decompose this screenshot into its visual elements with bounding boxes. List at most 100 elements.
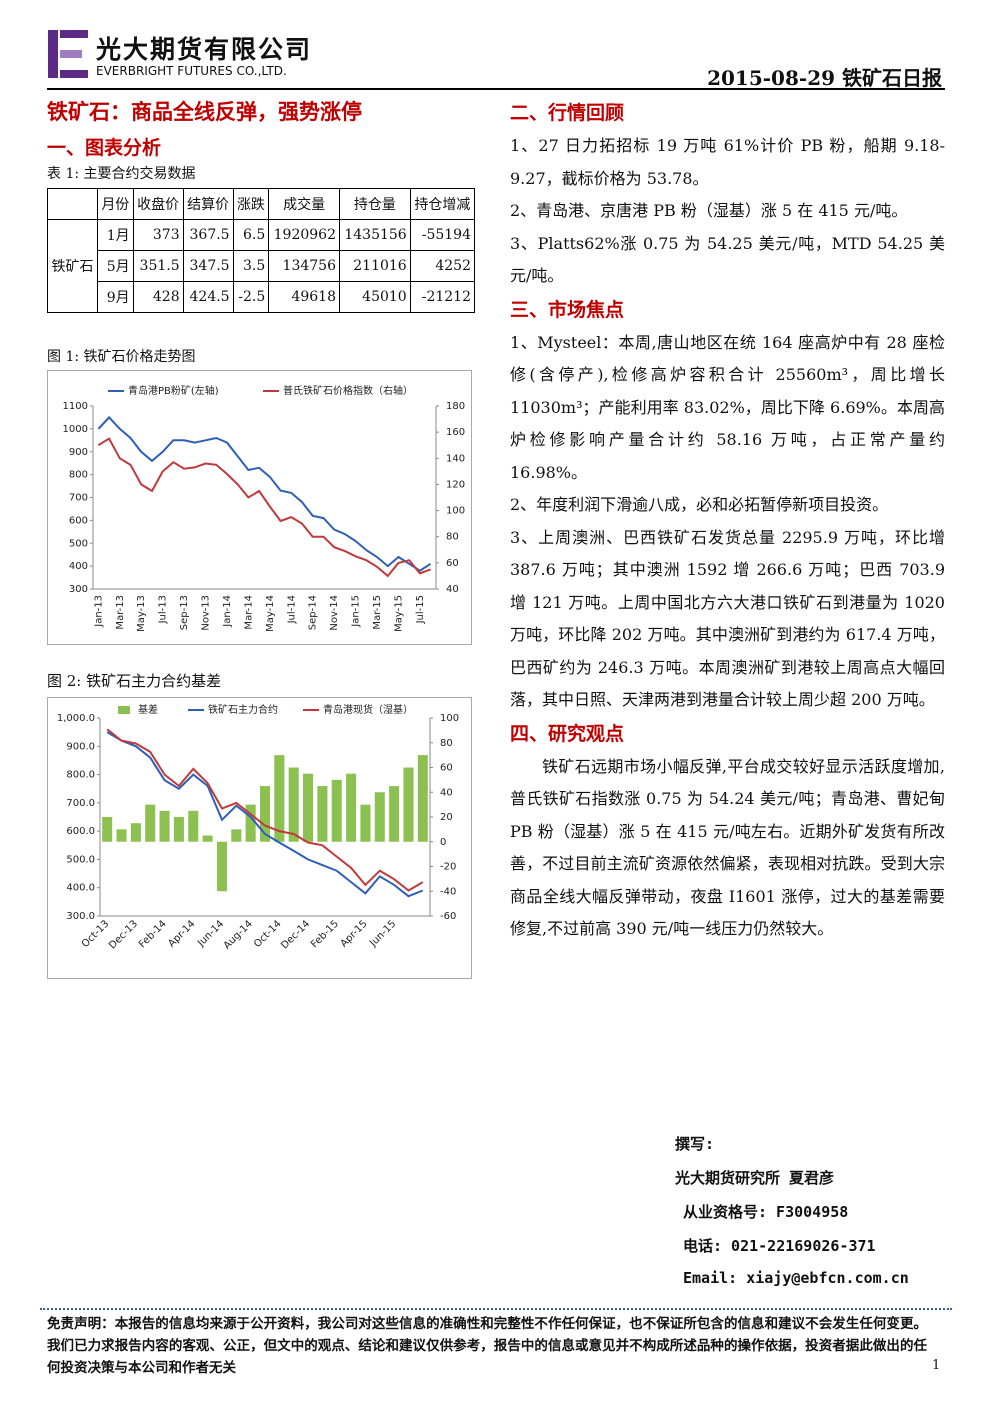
tick-label: 160 (446, 427, 465, 438)
table-caption: 表 1: 主要合约交易数据 (47, 166, 196, 182)
tick-label: 100 (440, 713, 459, 724)
table-header: 月份 (96, 188, 134, 220)
legend-swatch (118, 706, 130, 714)
bar (259, 786, 271, 842)
table-cell: 424.5 (182, 281, 234, 313)
table-row: 9月 428 424.5 -2.5 49618 45010 -21212 (48, 281, 476, 313)
x-tick-label: Sep-14 (308, 595, 319, 630)
tick-label: 900 (69, 447, 88, 458)
right-column: 二、行情回顾 1、27 日力拓招标 19 万吨 61%计价 PB 粉，船期 9.… (510, 96, 945, 946)
legend-label: 青岛港现货（湿基） (323, 703, 413, 716)
x-tick-label: Oct-13 (80, 918, 112, 950)
x-tick-label: Mar-13 (115, 595, 126, 630)
line-series (97, 437, 431, 578)
x-tick-label: Sep-13 (179, 595, 190, 630)
logo (48, 30, 88, 78)
bar (116, 829, 127, 842)
bar (245, 804, 256, 842)
line-series (106, 731, 424, 898)
tick-label: 40 (446, 584, 459, 595)
report-title: 2015-08-29 铁矿石日报 (707, 66, 942, 90)
figure-caption: 图 2: 铁矿石主力合约基差 (47, 672, 222, 690)
x-tick-label: Jul-14 (286, 595, 297, 624)
bar (360, 804, 371, 842)
tick-label: -20 (440, 862, 456, 873)
x-tick-label: Jun-15 (367, 918, 398, 949)
x-tick-label: Jul-15 (415, 595, 426, 624)
table-header: 涨跌 (232, 188, 270, 220)
headline: 铁矿石：商品全线反弹，强势涨停 (47, 99, 362, 124)
bar (317, 786, 328, 842)
paragraph: 1、27 日力拓招标 19 万吨 61%计价 PB 粉，船期 9.18-9.27… (510, 136, 945, 188)
tick-label: -40 (440, 886, 456, 897)
tick-label: 1100 (63, 401, 88, 412)
x-tick-label: May-13 (136, 595, 147, 632)
x-tick-label: Dec-14 (279, 918, 312, 951)
table-cell: -2.5 (232, 281, 270, 313)
bar (130, 823, 141, 842)
tick-label: 60 (440, 763, 453, 774)
bar (417, 755, 428, 842)
table-header: 持仓增减 (409, 188, 476, 220)
author-phone: 电话: 021-22169026-371 (683, 1237, 876, 1255)
tick-label: 40 (440, 787, 453, 798)
table-cell: 3.5 (232, 250, 270, 282)
x-tick-label: Jul-13 (158, 595, 169, 624)
table-cell: 1435156 (339, 219, 411, 251)
data-table: 月份 收盘价 结算价 涨跌 成交量 持仓量 持仓增减 铁矿石 1月 373 367.5 6.5 1920… (47, 188, 476, 313)
x-tick-label: Jan-15 (351, 595, 362, 628)
company-cn: 光大期货有限公司 (96, 35, 313, 64)
table-cell: 49618 (268, 281, 340, 313)
table-cell (47, 188, 98, 220)
row-label: 铁矿石 (47, 219, 98, 313)
table-cell: -21212 (409, 281, 476, 313)
tick-label: 80 (440, 738, 453, 749)
table-cell: 347.5 (182, 250, 234, 282)
x-tick-label: Nov-13 (201, 595, 212, 631)
x-tick-label: Feb-14 (137, 918, 169, 950)
chart: 300 400 500 600 700 800 900 1000 1100 40 60 80 100 12… (47, 370, 472, 645)
section-title: 三、市场焦点 (510, 298, 625, 321)
x-tick-label: Apr-15 (339, 918, 370, 949)
x-tick-label: May-15 (393, 595, 404, 632)
company-en: EVERBRIGHT FUTURES CO.,LTD. (96, 64, 287, 78)
table-cell: 134756 (268, 250, 340, 282)
table-row: 5月 351.5 347.5 3.5 134756 211016 4252 (48, 250, 476, 282)
tick-label: 180 (446, 401, 465, 412)
table-cell: -55194 (409, 219, 476, 251)
line-series (106, 728, 424, 892)
x-tick-label: May-14 (265, 595, 276, 632)
author-email: Email: xiajy@ebfcn.com.cn (683, 1269, 909, 1287)
table-cell: 45010 (339, 281, 411, 313)
line-series (97, 415, 432, 572)
tick-label: 700.0 (66, 798, 95, 809)
x-tick-label: Jan-13 (93, 595, 104, 628)
table-cell: 9月 (96, 281, 134, 313)
bar (216, 841, 227, 892)
tick-label: 100 (446, 506, 465, 517)
disclaimer: 免责声明：本报告的信息均来源于公开资料，我公司对这些信息的准确性和完整性不作任何… (47, 1316, 927, 1376)
x-tick-label: Aug-14 (222, 918, 255, 951)
legend-label: 普氏铁矿石价格指数（右轴） (283, 384, 413, 397)
table-cell: 5月 (96, 250, 134, 282)
bar (331, 779, 342, 842)
x-tick-label: Apr-14 (166, 918, 197, 949)
header-rule (47, 88, 945, 90)
tick-label: 300.0 (66, 911, 95, 922)
tick-label: 80 (446, 532, 459, 543)
author-org: 光大期货研究所 夏君彦 (675, 1169, 835, 1187)
table-cell: 1月 (96, 219, 134, 251)
tick-label: 0 (440, 837, 446, 848)
tick-label: 1,000.0 (57, 713, 95, 724)
section-title: 四、研究观点 (510, 722, 625, 745)
table-cell: 373 (132, 219, 184, 251)
paragraph: 1、Mysteel：本周,唐山地区在统 164 座高炉中有 28 座检修(含停产… (510, 332, 945, 482)
tick-label: 700 (69, 493, 88, 504)
tick-label: -60 (440, 911, 456, 922)
paragraph: 3、上周澳洲、巴西铁矿石发货总量 2295.9 万吨，环比增 387.6 万吨；… (510, 527, 945, 710)
table-cell: 6.5 (232, 219, 270, 251)
legend-label: 基差 (138, 703, 158, 716)
tick-label: 60 (446, 558, 459, 569)
bar (374, 792, 385, 842)
